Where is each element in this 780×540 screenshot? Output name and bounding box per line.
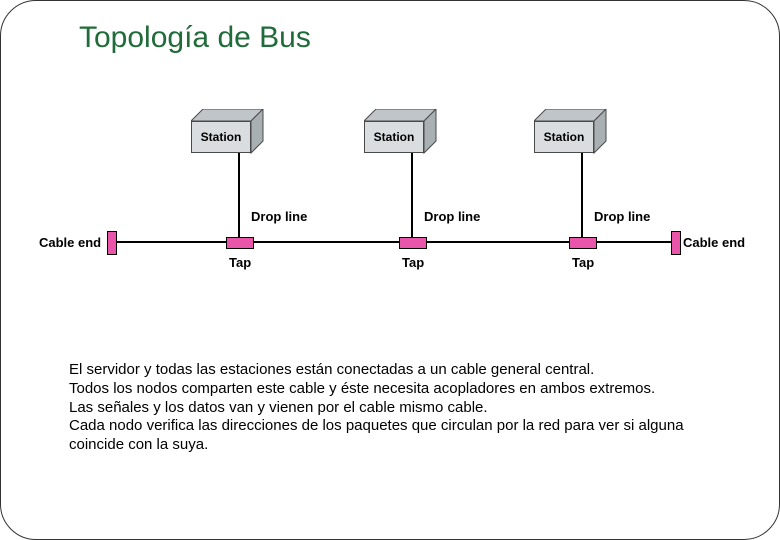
cable-end [107, 231, 117, 255]
body-text: El servidor y todas las estaciones están… [69, 361, 719, 455]
body-line: El servidor y todas las estaciones están… [69, 361, 719, 380]
tap-label: Tap [229, 255, 251, 270]
drop-line [411, 151, 413, 237]
station-label: Station [191, 121, 251, 153]
station-node: Station [534, 109, 604, 153]
tap [226, 237, 254, 249]
drop-line [238, 151, 240, 237]
tap-label: Tap [402, 255, 424, 270]
tap-label: Tap [572, 255, 594, 270]
bus-topology-diagram: Cable endCable endDrop lineDrop lineDrop… [41, 91, 741, 311]
station-node: Station [191, 109, 261, 153]
drop-line-label: Drop line [251, 209, 307, 224]
cable-end-label: Cable end [683, 235, 745, 250]
slide-title: Topología de Bus [79, 21, 311, 55]
cable-end [671, 231, 681, 255]
body-line: Las señales y los datos van y vienen por… [69, 399, 719, 418]
cable-end-label: Cable end [39, 235, 101, 250]
station-node: Station [364, 109, 434, 153]
drop-line-label: Drop line [594, 209, 650, 224]
tap [399, 237, 427, 249]
tap [569, 237, 597, 249]
body-line: Cada nodo verifica las direcciones de lo… [69, 417, 719, 455]
slide-frame: Topología de Bus Cable end Cable end Drop … [0, 0, 780, 540]
drop-line-label: Drop line [424, 209, 480, 224]
body-line: Todos los nodos comparten este cable y é… [69, 380, 719, 399]
drop-line [581, 151, 583, 237]
station-label: Station [364, 121, 424, 153]
station-label: Station [534, 121, 594, 153]
